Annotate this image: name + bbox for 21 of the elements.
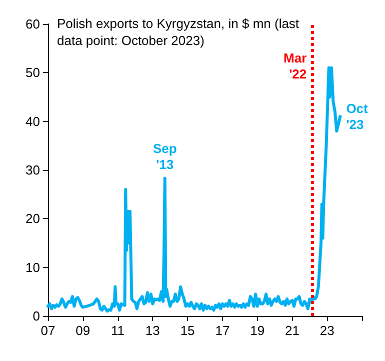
x-tick-label: 15 (180, 323, 195, 338)
x-tick-label: 21 (284, 323, 300, 338)
annotation: Sep '13 (152, 140, 177, 172)
x-tick-label: 11 (111, 323, 125, 338)
line-series (46, 66, 342, 313)
y-tick-label: 0 (32, 308, 40, 324)
y-tick-label: 20 (26, 211, 40, 226)
x-tick-label: 09 (76, 323, 90, 338)
y-tick-label: 40 (26, 114, 40, 129)
x-tick-label: 07 (40, 323, 56, 338)
x-tick-label: 17 (215, 323, 230, 338)
y-tick-label: 10 (26, 260, 40, 275)
annotation: Oct '23 (346, 100, 369, 132)
ref-line-label: Mar '22 (284, 50, 307, 82)
y-tick-label: 60 (26, 16, 40, 32)
x-tick-label: 19 (250, 323, 265, 338)
x-tick-label: 23 (320, 323, 334, 338)
x-tick-label: 13 (145, 323, 160, 338)
chart-title: Polish exports to Kyrgyzstan, in $ mn (last data point: October 2023) (57, 16, 300, 48)
y-tick-label: 30 (26, 162, 40, 178)
y-tick-label: 50 (26, 65, 40, 80)
